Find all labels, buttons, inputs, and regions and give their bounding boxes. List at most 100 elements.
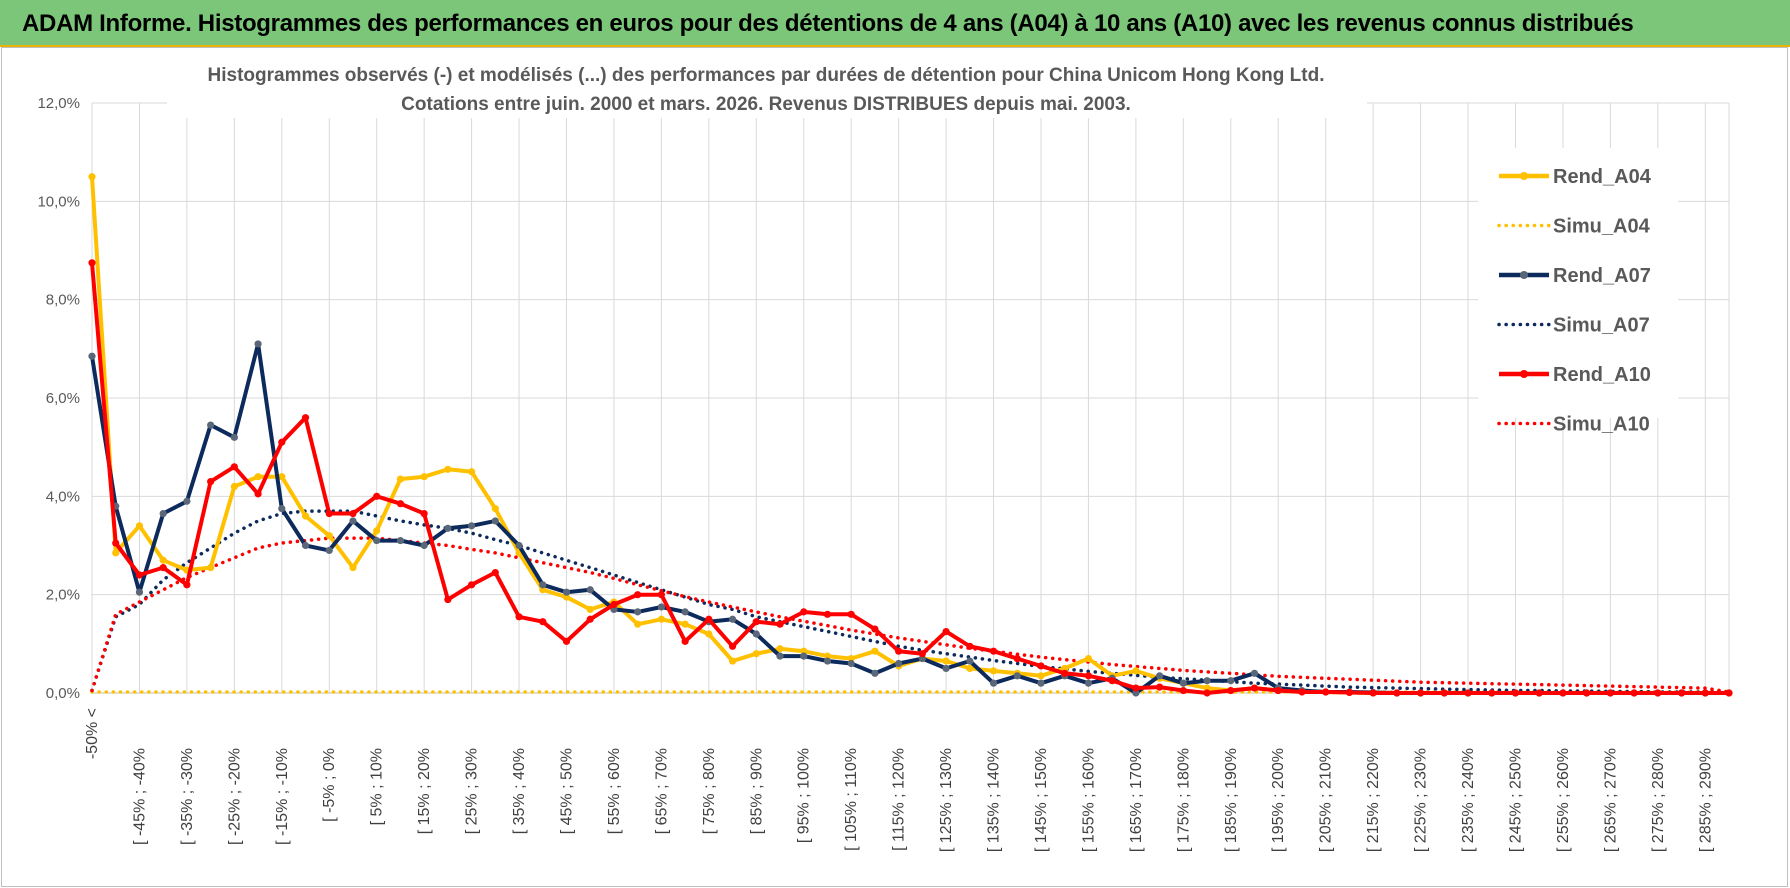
x-tick-label: [ 75% ; 80% [701, 748, 718, 834]
legend-label: Rend_A07 [1553, 265, 1651, 287]
data-point [728, 615, 737, 623]
data-point [586, 586, 594, 594]
data-point [586, 615, 594, 623]
data-point [728, 657, 737, 665]
data-point [1013, 654, 1021, 663]
x-tick-label: [ -5% ; 0% [321, 748, 338, 822]
x-tick-label: [ 85% ; 90% [748, 748, 765, 834]
data-point [847, 610, 855, 618]
x-tick-label: [ 235% ; 240% [1460, 748, 1477, 852]
data-point [752, 650, 760, 658]
x-tick-label: [ 165% ; 170% [1128, 748, 1145, 852]
legend-marker [1520, 172, 1528, 180]
data-point [1274, 686, 1282, 695]
x-tick-label: [ 195% ; 200% [1270, 748, 1287, 852]
data-point [800, 608, 808, 616]
data-point [491, 517, 499, 525]
data-point [183, 581, 191, 589]
x-tick-label: [ -15% ; -10% [274, 748, 291, 845]
data-point [1630, 689, 1638, 697]
legend-marker [1520, 370, 1528, 378]
data-point [918, 650, 926, 658]
data-point [112, 549, 120, 557]
data-point [159, 556, 167, 564]
data-point [230, 433, 238, 441]
data-point [1132, 667, 1140, 675]
x-tick-label: [ 255% ; 260% [1555, 748, 1572, 852]
x-tick-label: -50% < [84, 708, 101, 759]
data-point [752, 618, 760, 626]
data-point [942, 657, 950, 665]
data-point [1132, 684, 1140, 692]
data-point [1725, 689, 1733, 697]
data-point [1013, 672, 1021, 680]
data-point [634, 591, 642, 599]
data-point [823, 610, 832, 618]
data-point [491, 505, 499, 513]
x-tick-label: [ 45% ; 50% [558, 748, 575, 834]
data-point [1654, 689, 1662, 697]
x-tick-label: [ 55% ; 60% [606, 748, 623, 834]
legend-marker [1520, 271, 1528, 279]
data-point [942, 664, 950, 673]
data-point [800, 652, 808, 660]
data-point [325, 546, 333, 555]
data-point [1250, 684, 1259, 692]
x-tick-label: [ 205% ; 210% [1318, 748, 1335, 852]
data-point [1464, 689, 1472, 697]
data-point [444, 524, 452, 532]
data-point [1583, 689, 1591, 697]
data-point [301, 414, 310, 422]
data-point [847, 659, 855, 668]
data-point [88, 173, 96, 181]
data-point [1037, 672, 1045, 680]
data-point [349, 517, 357, 525]
x-tick-label: [ 25% ; 30% [464, 748, 481, 834]
data-point [1345, 688, 1354, 697]
y-tick-label: 2,0% [46, 587, 80, 604]
data-point [135, 571, 144, 579]
data-point [776, 652, 784, 660]
y-tick-label: 4,0% [46, 488, 80, 505]
data-point [1179, 686, 1187, 695]
data-point [1037, 679, 1045, 687]
data-point [1227, 686, 1235, 695]
data-point [681, 608, 689, 616]
data-point [373, 536, 381, 545]
report-title: ADAM Informe. Histogrammes des performan… [22, 10, 1634, 37]
data-point [515, 613, 523, 621]
legend-label: Simu_A07 [1553, 315, 1650, 337]
data-point [325, 532, 333, 540]
data-point [349, 564, 357, 572]
data-point [491, 568, 499, 577]
data-point [989, 679, 998, 687]
data-point [823, 657, 832, 665]
data-point [254, 490, 262, 498]
data-point [1701, 689, 1709, 697]
data-point [586, 605, 594, 614]
data-point [515, 541, 523, 550]
data-point [396, 475, 405, 483]
y-tick-label: 12,0% [37, 95, 80, 112]
data-point [1061, 669, 1069, 677]
data-point [871, 647, 879, 655]
data-point [1156, 672, 1164, 680]
data-point [420, 509, 428, 518]
data-point [135, 522, 144, 530]
data-point [1203, 689, 1211, 697]
x-tick-label: [ -25% ; -20% [226, 748, 243, 845]
data-point [610, 600, 618, 609]
x-tick-label: [ 265% ; 270% [1602, 748, 1619, 852]
data-point [467, 468, 476, 476]
data-point [1511, 689, 1520, 697]
y-tick-label: 8,0% [46, 292, 80, 309]
x-tick-label: [ 105% ; 110% [843, 748, 860, 851]
y-tick-label: 6,0% [46, 390, 80, 407]
data-point [396, 536, 405, 545]
chart-title-line1: Histogrammes observés (-) et modélisés (… [208, 65, 1325, 86]
x-tick-label: [ 65% ; 70% [653, 748, 670, 834]
series-line-Rend_A10 [90, 262, 1729, 695]
data-point [396, 500, 405, 508]
data-point [871, 625, 879, 633]
data-point [1559, 689, 1567, 697]
